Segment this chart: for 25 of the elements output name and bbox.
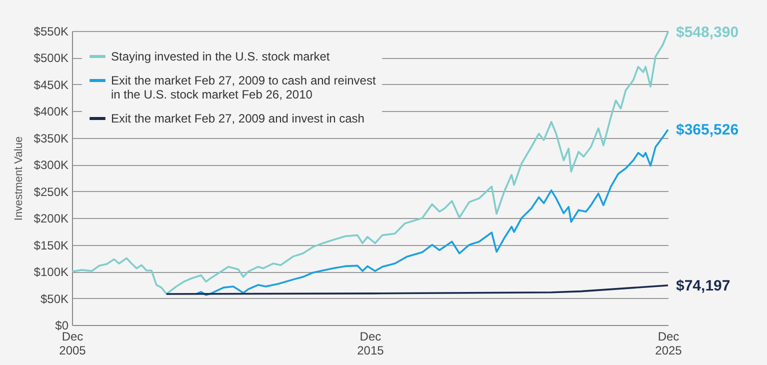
line-series: [166, 284, 669, 295]
y-tick-label: $200K: [34, 212, 68, 226]
y-tick-label: $250K: [34, 184, 68, 199]
legend-label: Exit the market Feb 27, 2009 and invest in cash: [111, 112, 364, 126]
legend-label: Staying invested in the U.S. stock market: [111, 50, 330, 64]
annotation: $74,197: [676, 277, 730, 294]
x-tick-label: Dec 2025: [655, 330, 682, 358]
annotation: $548,390: [676, 24, 739, 41]
y-tick-label: $350K: [34, 131, 68, 146]
legend-label: Exit the market Feb 27, 2009 to cash and reinvest in the U.S. stock market Feb 26, 2010: [111, 74, 376, 102]
y-tick-label: $300K: [34, 158, 68, 172]
y-tick-label: $0: [55, 318, 69, 332]
y-tick-label: $450K: [34, 78, 68, 92]
y-tick-label: $150K: [34, 238, 68, 252]
line-series: [195, 128, 669, 296]
y-tick-label: $400K: [34, 104, 68, 119]
y-tick-label: $550K: [34, 24, 68, 38]
x-tick-label: Dec 2015: [357, 330, 384, 358]
x-tick-label: Dec 2005: [59, 330, 86, 358]
y-tick-label: $100K: [34, 265, 68, 280]
annotation: $365,526: [676, 122, 739, 139]
y-tick-label: $500K: [34, 51, 68, 66]
y-axis-title: Investment Value: [12, 136, 25, 221]
y-tick-label: $50K: [40, 292, 68, 306]
line-series: [71, 30, 669, 295]
